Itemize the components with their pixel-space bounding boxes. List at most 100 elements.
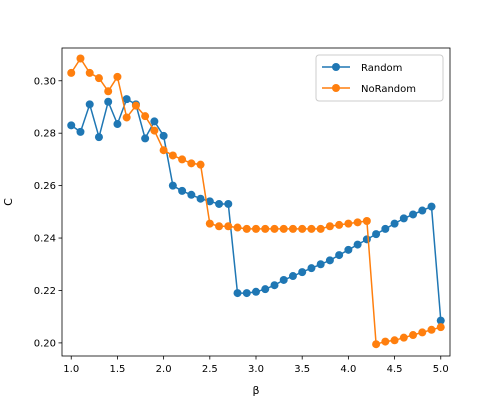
norandom-data-point [215,222,224,231]
norandom-data-point [288,224,297,233]
random-data-point [224,199,233,208]
norandom-data-point [390,336,399,345]
random-data-point [427,202,436,211]
random-data-point [141,134,150,143]
norandom-data-point [298,224,307,233]
random-data-point [187,190,196,199]
random-data-point [335,251,344,260]
norandom-data-point [344,219,353,228]
x-tick-label: 4.5 [387,364,403,375]
norandom-data-point [307,224,316,233]
random-data-point [150,117,159,126]
norandom-data-point [141,112,150,121]
random-data-point [178,186,187,195]
random-data-point [344,245,353,254]
norandom-data-point [122,113,131,122]
y-tick-label: 0.26 [34,181,56,192]
norandom-data-point [325,222,334,231]
y-axis-label: C [2,198,15,206]
random-data-point [196,194,205,203]
x-tick-label: 4.0 [340,364,356,375]
norandom-data-point [270,224,279,233]
x-tick-label: 1.0 [63,364,79,375]
random-data-point [261,285,270,294]
random-data-point [362,235,371,244]
random-legend-marker [332,63,340,71]
norandom-data-point [242,224,251,233]
norandom-data-point [205,219,214,228]
random-data-point [242,289,251,298]
norandom-data-point [372,340,381,349]
norandom-data-point [168,151,177,160]
norandom-legend-marker [332,84,340,92]
random-data-point [381,224,390,233]
norandom-data-point [224,222,233,231]
norandom-data-point [381,337,390,346]
random-data-point [205,197,214,206]
x-tick-label: 2.0 [156,364,172,375]
norandom-data-point [131,101,140,110]
norandom-data-point [418,328,427,337]
norandom-data-point [252,224,260,233]
norandom-data-point [150,126,159,135]
norandom-data-point [233,223,242,232]
norandom-data-point [113,72,122,81]
random-data-point [279,275,288,284]
random-series-line [70,98,442,321]
y-tick-label: 0.28 [34,129,56,140]
x-axis-label: β [252,384,259,397]
norandom-data-point [353,218,362,227]
random-data-point [316,260,325,269]
norandom-data-point [94,74,103,83]
random-data-point [104,97,113,106]
random-data-point [307,264,316,273]
norandom-data-point [196,160,205,169]
norandom-data-point [409,331,418,340]
norandom-data-point [85,68,94,77]
random-data-point [113,120,122,129]
x-tick-label: 5.0 [433,364,449,375]
y-tick-label: 0.24 [34,234,56,245]
norandom-data-point [335,220,344,229]
norandom-data-point [159,146,168,155]
norandom-data-point [362,217,371,226]
random-data-point [252,287,260,296]
random-data-point [390,219,399,228]
random-data-point [325,256,334,265]
random-data-point [159,131,168,140]
legend: Random NoRandom [315,54,444,102]
random-data-point [399,214,408,223]
random-data-point [233,289,242,298]
norandom-data-point [436,323,445,332]
x-tick-label: 3.5 [294,364,310,375]
x-tick-label: 3.0 [248,364,264,375]
random-data-point [372,230,381,239]
norandom-data-point [316,224,325,233]
random-data-point [94,133,103,142]
y-tick-label: 0.20 [34,338,56,349]
random-data-point [409,210,418,219]
random-data-point [353,240,362,249]
norandom-data-point [67,68,76,77]
norandom-data-point [178,155,187,164]
random-data-point [122,95,131,104]
random-data-point [168,181,177,190]
random-data-point [436,316,445,325]
ticks-layer: 1.0 1.5 2.0 2.5 3.0 3.5 4.0 4.5 5.0 0.20 0.22 0.24 0… [34,76,449,375]
norandom-data-point [261,224,270,233]
random-data-point [270,281,279,290]
random-data-point [298,268,307,277]
y-tick-label: 0.30 [34,76,56,87]
norandom-legend-label: NoRandom [361,84,416,95]
y-tick-label: 0.22 [34,286,56,297]
x-tick-label: 1.5 [109,364,125,375]
random-legend-label: Random [361,63,402,74]
x-tick-label: 2.5 [202,364,218,375]
random-data-point [288,272,297,281]
norandom-data-point [399,333,408,342]
norandom-data-point [76,54,85,63]
random-data-point [76,127,85,136]
norandom-data-point [427,325,436,334]
norandom-data-point [187,159,196,168]
